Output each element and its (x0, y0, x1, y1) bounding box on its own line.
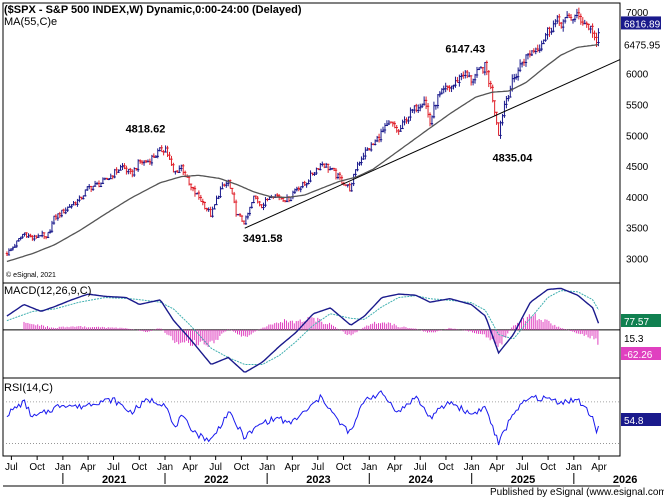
price-y-tick-label: 4000 (626, 193, 649, 204)
price-y-tick-label: 5000 (626, 131, 649, 142)
price-y-tick-label: 7000 (626, 8, 649, 19)
macd-signal-tag-bg (621, 331, 661, 344)
macd-value-tag: 77.57 (624, 317, 649, 328)
rsi-layer (3, 390, 620, 446)
price-y-tick-label: 6000 (626, 70, 649, 81)
axis-layer: 300035004000450050005500600065007000JulO… (3, 8, 649, 487)
x-axis-month-label: Apr (80, 462, 96, 473)
tag-layer: 6816.89 6475.95 77.57 15.3 -62.26 54.8 (621, 16, 661, 427)
x-axis-month-label: Jul (516, 462, 529, 473)
x-axis-month-label: Jul (107, 462, 120, 473)
x-axis-month-label: Oct (234, 462, 250, 473)
macd-panel-frame (2, 282, 621, 379)
price-y-tick-label: 3500 (626, 224, 649, 235)
x-axis-month-label: Oct (131, 462, 147, 473)
macd-value-tag-bg (621, 314, 661, 327)
macd-line (6, 287, 600, 373)
rsi-panel-frame (2, 377, 621, 457)
x-axis-month-label: Jul (209, 462, 222, 473)
chart-title: ($SPX - S&P 500 INDEX,W) Dynamic,0:00-24… (4, 4, 302, 16)
x-axis-month-label: Oct (438, 462, 454, 473)
ma-value-tag: 6475.95 (624, 40, 661, 51)
ma-label: MA(55,C)e (4, 16, 57, 28)
price-annotation-label: 4818.62 (126, 123, 166, 135)
x-axis-year-label: 2026 (613, 474, 637, 486)
macd-label: MACD(12,26,9,C) (4, 285, 91, 297)
x-axis-month-label: Apr (489, 462, 505, 473)
price-annotation-label: 3491.58 (243, 233, 283, 245)
x-axis-month-label: Jul (5, 462, 18, 473)
x-axis-month-label: Jan (464, 462, 480, 473)
x-axis-month-label: Apr (285, 462, 301, 473)
x-axis-month-label: Jan (157, 462, 173, 473)
price-y-tick-label: 4500 (626, 162, 649, 173)
x-axis-month-label: Jul (311, 462, 324, 473)
macd-hist-tag: -62.26 (624, 350, 653, 361)
rsi-line (6, 390, 599, 446)
last-price-tag-bg (621, 16, 661, 30)
x-axis-month-label: Apr (591, 462, 607, 473)
x-axis-month-label: Oct (29, 462, 45, 473)
macd-layer (3, 287, 620, 373)
x-axis-year-label: 2025 (511, 474, 535, 486)
last-price-tag: 6816.89 (624, 19, 661, 30)
x-axis-month-label: Jan (566, 462, 582, 473)
macd-signal-line (6, 290, 599, 365)
x-axis-year-label: 2022 (204, 474, 228, 486)
x-axis-year-label: 2021 (102, 474, 126, 486)
x-axis-month-label: Jan (361, 462, 377, 473)
ma-value-tag-bg (621, 37, 661, 51)
price-layer: 4818.62 3491.58 6147.43 4835.04 (5, 7, 621, 263)
trend-line (244, 59, 621, 229)
x-axis-month-label: Oct (540, 462, 556, 473)
x-axis-year-label: 2023 (306, 474, 330, 486)
macd-hist-tag-bg (621, 347, 661, 360)
price-annotation-label: 4835.04 (493, 152, 534, 164)
rsi-value-tag-bg (621, 413, 661, 426)
price-panel-frame (2, 2, 621, 284)
price-y-tick-label: 5500 (626, 101, 649, 112)
macd-signal-tag: 15.3 (624, 334, 644, 345)
x-axis-month-label: Jan (259, 462, 275, 473)
x-axis-year-label: 2024 (408, 474, 433, 486)
x-axis-month-label: Apr (387, 462, 403, 473)
ma-line (6, 43, 599, 263)
price-y-tick-label: 3000 (626, 254, 649, 265)
rsi-label: RSI(14,C) (4, 382, 53, 394)
copyright-label: © eSignal, 2021 (6, 271, 56, 279)
x-axis-month-label: Jul (414, 462, 427, 473)
footer-label: Published by eSignal (www.esignal.com) (490, 487, 664, 498)
price-annotation-label: 6147.43 (445, 44, 485, 56)
x-axis-month-label: Jan (55, 462, 71, 473)
rsi-value-tag: 54.8 (624, 416, 644, 427)
x-axis-month-label: Apr (182, 462, 198, 473)
x-axis-month-label: Oct (336, 462, 352, 473)
